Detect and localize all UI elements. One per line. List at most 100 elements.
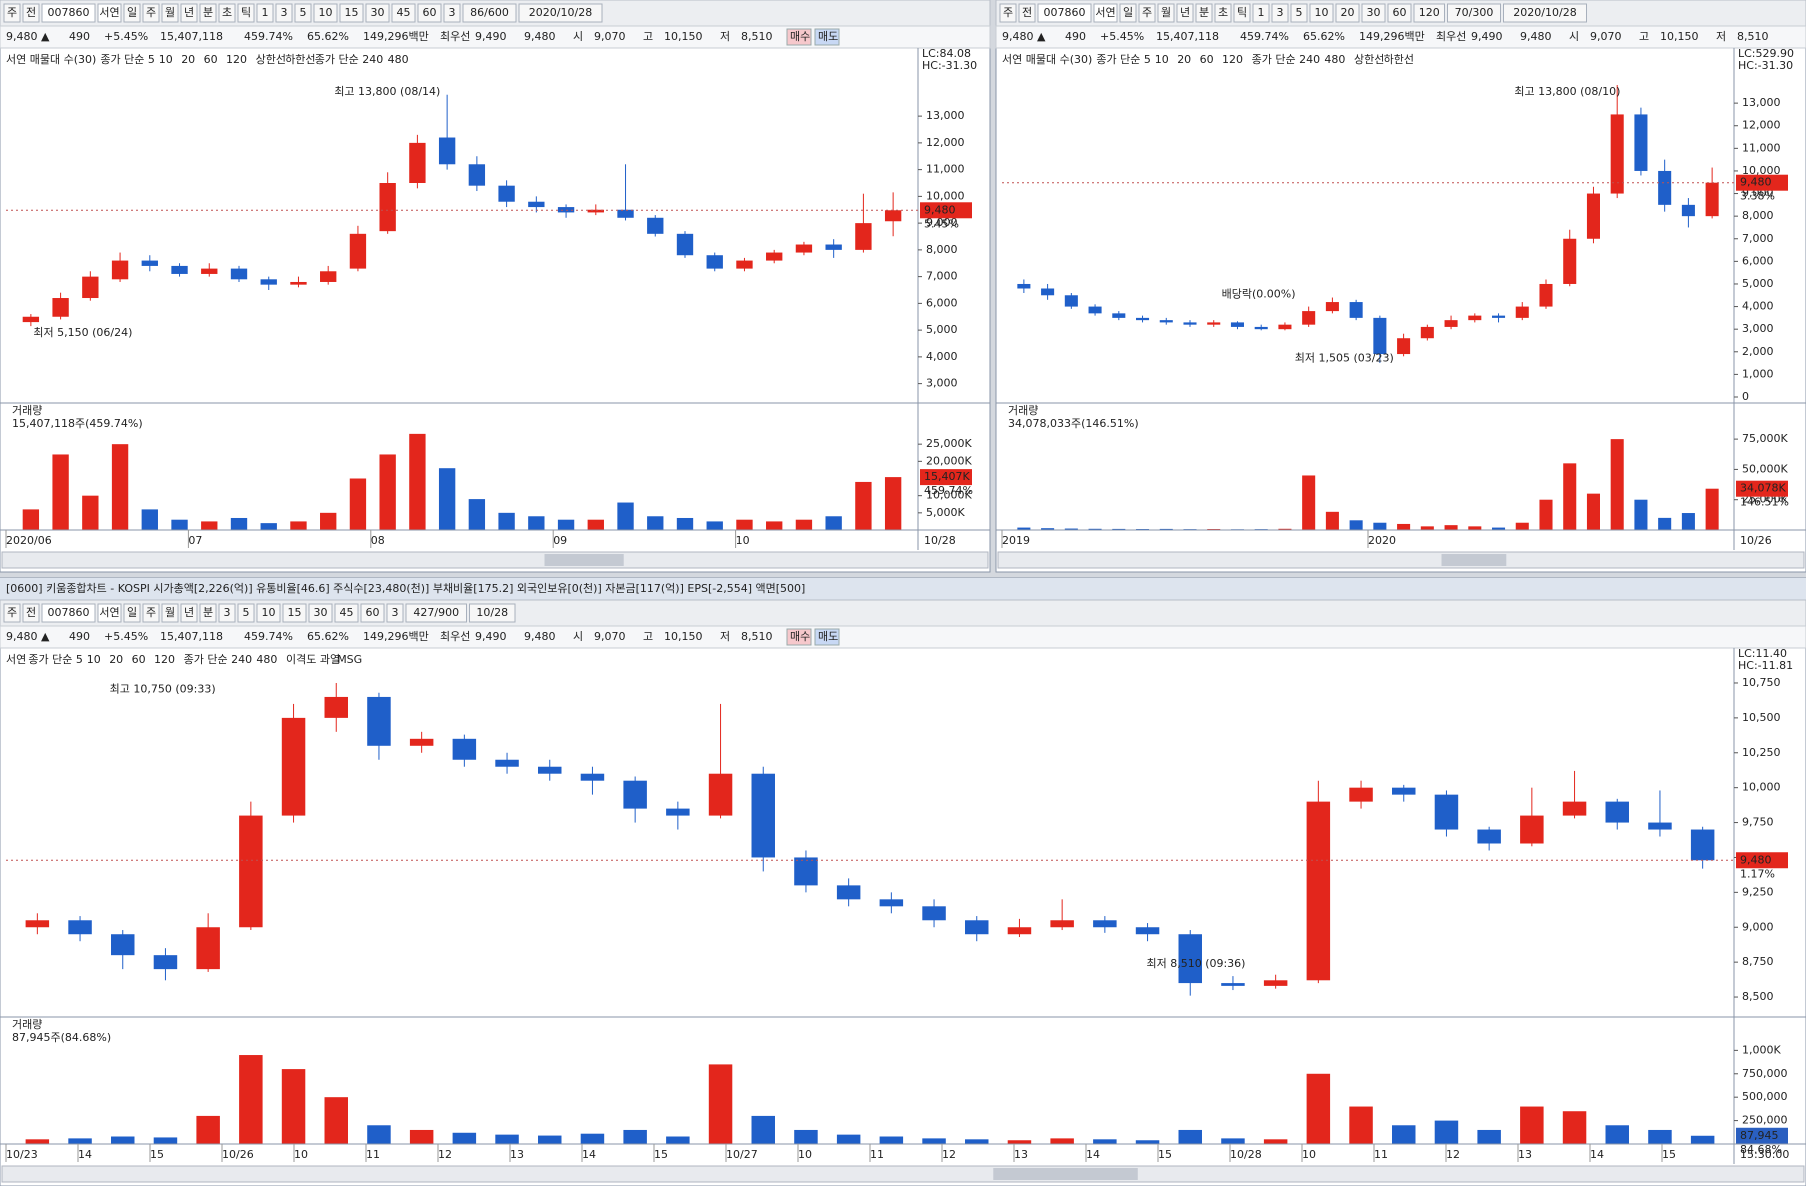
toolbar-button[interactable] xyxy=(1037,3,1092,23)
toolbar-label[interactable]: 서연 xyxy=(99,6,119,19)
toolbar-button[interactable] xyxy=(97,3,122,23)
toolbar-button[interactable] xyxy=(161,603,179,623)
toolbar-button[interactable] xyxy=(1119,3,1137,23)
toolbar-label[interactable]: 30 xyxy=(371,6,385,19)
toolbar-label[interactable]: 2020/10/28 xyxy=(529,6,592,19)
scroll-thumb[interactable] xyxy=(544,554,624,566)
toolbar-label[interactable]: 주 xyxy=(1003,6,1013,19)
toolbar-label[interactable]: 년 xyxy=(184,6,194,19)
quote-value[interactable]: 매수 xyxy=(790,630,810,643)
toolbar-label[interactable]: 15 xyxy=(345,6,359,19)
toolbar-label[interactable]: 서연 xyxy=(99,606,119,619)
toolbar-label[interactable]: 10 xyxy=(262,606,276,619)
toolbar-label[interactable]: 60 xyxy=(366,606,380,619)
toolbar-button[interactable] xyxy=(256,603,281,623)
toolbar-label[interactable]: 15 xyxy=(288,606,302,619)
toolbar-button[interactable] xyxy=(1361,3,1386,23)
toolbar-button[interactable] xyxy=(443,3,461,23)
toolbar-label[interactable]: 007860 xyxy=(1044,6,1086,19)
toolbar-button[interactable] xyxy=(1233,3,1251,23)
toolbar-button[interactable] xyxy=(339,3,364,23)
toolbar-label[interactable]: 틱 xyxy=(1237,6,1247,19)
toolbar-label[interactable]: 전 xyxy=(26,606,36,619)
trade-button[interactable] xyxy=(814,28,840,46)
toolbar-label[interactable]: 3 xyxy=(1277,6,1284,19)
toolbar-label[interactable]: 월 xyxy=(1161,6,1171,19)
toolbar-label[interactable]: 60 xyxy=(423,6,437,19)
toolbar-button[interactable] xyxy=(218,3,236,23)
toolbar-button[interactable] xyxy=(282,603,307,623)
toolbar-button[interactable] xyxy=(1252,3,1270,23)
toolbar-button[interactable] xyxy=(123,603,141,623)
toolbar-label[interactable]: 주 xyxy=(146,6,156,19)
toolbar-label[interactable]: 월 xyxy=(165,6,175,19)
toolbar-button[interactable] xyxy=(41,603,96,623)
toolbar-label[interactable]: 2020/10/28 xyxy=(1513,6,1576,19)
toolbar-button[interactable] xyxy=(391,3,416,23)
toolbar-button[interactable] xyxy=(1176,3,1194,23)
toolbar-button[interactable] xyxy=(97,603,122,623)
scroll-thumb[interactable] xyxy=(993,1168,1138,1180)
toolbar-label[interactable]: 007860 xyxy=(48,606,90,619)
quote-value[interactable]: 매수 xyxy=(790,30,810,43)
toolbar-label[interactable]: 서연 xyxy=(1095,6,1115,19)
toolbar-button[interactable] xyxy=(256,3,274,23)
toolbar-button[interactable] xyxy=(142,603,160,623)
toolbar-label[interactable]: 10/28 xyxy=(476,606,508,619)
toolbar-button[interactable] xyxy=(365,3,390,23)
toolbar-label[interactable]: 70/300 xyxy=(1455,6,1494,19)
toolbar-button[interactable] xyxy=(3,3,21,23)
toolbar-label[interactable]: 분 xyxy=(203,606,213,619)
toolbar-button[interactable] xyxy=(1413,3,1445,23)
toolbar-button[interactable] xyxy=(199,3,217,23)
toolbar-button[interactable] xyxy=(1093,3,1118,23)
toolbar-button[interactable] xyxy=(237,3,255,23)
toolbar-button[interactable] xyxy=(308,603,333,623)
toolbar-button[interactable] xyxy=(405,603,467,623)
scrollbar[interactable] xyxy=(1,1165,1805,1183)
toolbar-button[interactable] xyxy=(1214,3,1232,23)
toolbar-button[interactable] xyxy=(313,3,338,23)
toolbar-label[interactable]: 초 xyxy=(1218,6,1228,19)
toolbar-label[interactable]: 주 xyxy=(7,606,17,619)
toolbar-label[interactable]: 3 xyxy=(281,6,288,19)
quote-value[interactable]: 매도 xyxy=(818,30,838,43)
toolbar-button[interactable] xyxy=(1335,3,1360,23)
toolbar-label[interactable]: 120 xyxy=(1419,6,1440,19)
toolbar-button[interactable] xyxy=(999,3,1017,23)
toolbar-label[interactable]: 60 xyxy=(1393,6,1407,19)
toolbar-button[interactable] xyxy=(1309,3,1334,23)
toolbar-button[interactable] xyxy=(360,603,385,623)
toolbar-button[interactable] xyxy=(1138,3,1156,23)
toolbar-button[interactable] xyxy=(1157,3,1175,23)
toolbar-button[interactable] xyxy=(1387,3,1412,23)
scrollbar[interactable] xyxy=(997,551,1805,569)
toolbar-label[interactable]: 30 xyxy=(1367,6,1381,19)
toolbar-button[interactable] xyxy=(22,603,40,623)
toolbar-button[interactable] xyxy=(237,603,255,623)
toolbar-label[interactable]: 45 xyxy=(340,606,354,619)
toolbar-label[interactable]: 1 xyxy=(1258,6,1265,19)
toolbar-button[interactable] xyxy=(199,603,217,623)
scroll-thumb[interactable] xyxy=(1441,554,1507,566)
toolbar-button[interactable] xyxy=(386,603,404,623)
toolbar-label[interactable]: 007860 xyxy=(48,6,90,19)
toolbar-button[interactable] xyxy=(1503,3,1587,23)
toolbar-button[interactable] xyxy=(180,3,198,23)
toolbar-label[interactable]: 일 xyxy=(1123,5,1133,19)
toolbar-label[interactable]: 3 xyxy=(224,606,231,619)
toolbar-button[interactable] xyxy=(180,603,198,623)
toolbar-label[interactable]: 분 xyxy=(203,6,213,19)
toolbar-label[interactable]: 일 xyxy=(127,605,137,619)
toolbar-label[interactable]: 주 xyxy=(7,6,17,19)
toolbar-button[interactable] xyxy=(462,3,517,23)
toolbar-button[interactable] xyxy=(161,3,179,23)
toolbar-label[interactable]: 427/900 xyxy=(413,606,459,619)
toolbar-button[interactable] xyxy=(3,603,21,623)
toolbar-label[interactable]: 5 xyxy=(243,606,250,619)
toolbar-button[interactable] xyxy=(142,3,160,23)
toolbar-label[interactable]: 전 xyxy=(26,6,36,19)
toolbar-label[interactable]: 주 xyxy=(146,606,156,619)
toolbar-label[interactable]: 20 xyxy=(1341,6,1355,19)
toolbar-label[interactable]: 5 xyxy=(300,6,307,19)
